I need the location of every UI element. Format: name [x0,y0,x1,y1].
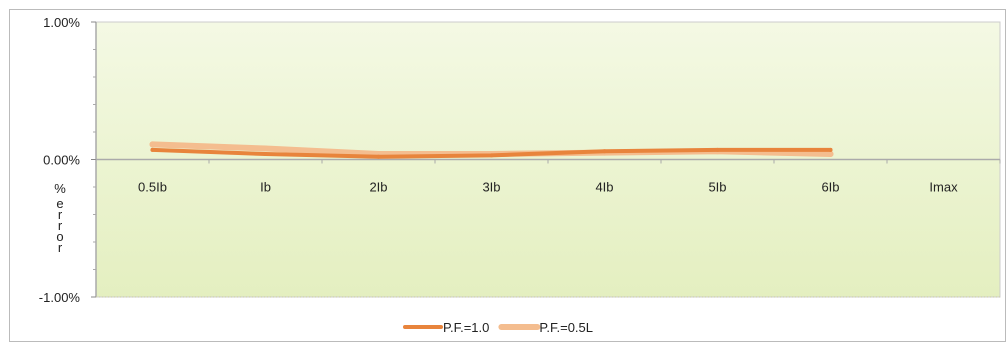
y-axis-ticks: 1.00% 0.00% -1.00% [39,15,96,305]
y-axis-label-char: r [58,240,63,255]
x-tick-label: 4Ib [595,180,613,195]
series-1-point [602,149,607,154]
legend-label: P.F.=1.0 [443,320,489,335]
x-tick-label: 0.5Ib [138,180,167,195]
series-2-point [827,151,834,157]
x-tick-label: Imax [929,180,958,195]
series-1-point [828,147,833,152]
series-2-point [262,145,269,152]
y-axis-label-char: e [56,196,63,211]
x-tick-label: 5Ib [708,180,726,195]
legend-label: P.F.=0.5L [539,320,593,335]
x-axis-ticks: 0.5Ib Ib 2Ib 3Ib 4Ib 5Ib 6Ib Imax [95,159,1001,195]
x-tick-label: 2Ib [369,180,387,195]
series-1-point [715,147,720,152]
y-axis-label-char: r [58,218,63,233]
legend: P.F.=1.0 P.F.=0.5L [403,320,593,335]
x-tick-label: 6Ib [821,180,839,195]
x-tick-label: 3Ib [482,180,500,195]
series-1-point [376,154,381,159]
series-layer [149,141,834,159]
series-1-point [263,152,268,156]
y-tick-label: 1.00% [43,15,80,30]
series-2-point [149,141,156,148]
y-tick-label: -1.00% [39,290,81,305]
y-axis-label-char: o [56,229,63,244]
y-axis-label-char: r [58,207,63,222]
x-tick-label: Ib [260,180,271,195]
y-tick-label: 0.00% [43,153,80,168]
series-1-point [489,153,494,158]
series-1-point [150,147,155,152]
y-axis-label-char: % [54,181,66,196]
